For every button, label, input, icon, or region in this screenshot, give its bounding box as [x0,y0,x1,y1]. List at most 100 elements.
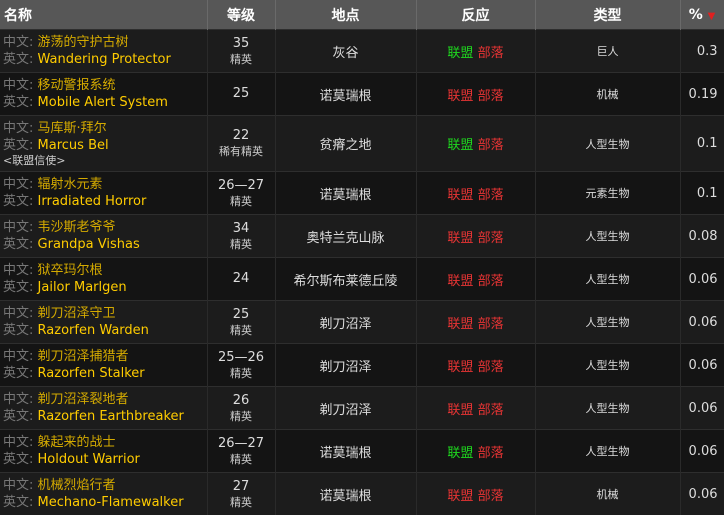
npc-name-cn[interactable]: 辐射水元素 [38,177,103,192]
location-cell[interactable]: 诺莫瑞根 [275,430,416,473]
en-label: 英文: [3,194,33,209]
reaction-cell: 联盟 部落 [416,344,535,387]
reaction-alliance: 联盟 [447,231,473,246]
header-pct[interactable]: % ▼ [680,0,724,30]
npc-name-cn[interactable]: 狱卒玛尔根 [38,263,103,278]
level: 25 [208,307,275,323]
name-cell: 中文: 躲起来的战士 英文: Holdout Warrior [0,430,207,473]
location-cell[interactable]: 希尔斯布莱德丘陵 [275,258,416,301]
name-cell: 中文: 游荡的守护古树 英文: Wandering Protector [0,30,207,73]
npc-name-en[interactable]: Mobile Alert System [38,95,168,110]
en-label: 英文: [3,366,33,381]
location-cell[interactable]: 剃刀沼泽 [275,387,416,430]
reaction-alliance: 联盟 [447,138,473,153]
rank: 精英 [208,409,275,424]
npc-name-en[interactable]: Jailor Marlgen [38,280,127,295]
cn-label: 中文: [3,392,33,407]
cn-label: 中文: [3,177,33,192]
location-cell[interactable]: 诺莫瑞根 [275,73,416,116]
location-cell[interactable]: 灰谷 [275,30,416,73]
npc-name-cn[interactable]: 机械烈焰行者 [38,478,116,493]
reaction-alliance: 联盟 [447,188,473,203]
name-cell: 中文: 剃刀沼泽捕猎者 英文: Razorfen Stalker [0,344,207,387]
name-cell: 中文: 移动警报系统 英文: Mobile Alert System [0,73,207,116]
name-cell: 中文: 机械烈焰行者 英文: Mechano-Flamewalker [0,473,207,515]
rank: 精英 [208,323,275,338]
npc-name-en[interactable]: Razorfen Stalker [38,366,145,381]
location-cell[interactable]: 剃刀沼泽 [275,301,416,344]
npc-title: <联盟信使> [3,154,207,168]
cn-label: 中文: [3,263,33,278]
npc-name-cn[interactable]: 移动警报系统 [38,78,116,93]
level: 26 [208,393,275,409]
level: 24 [208,271,275,287]
npc-name-en[interactable]: Holdout Warrior [38,452,140,467]
npc-name-cn[interactable]: 游荡的守护古树 [38,35,129,50]
en-label: 英文: [3,95,33,110]
npc-name-cn[interactable]: 韦沙斯老爷爷 [38,220,116,235]
pct-cell: 0.06 [680,387,724,430]
reaction-cell: 联盟 部落 [416,258,535,301]
en-label: 英文: [3,280,33,295]
npc-name-en[interactable]: Razorfen Earthbreaker [38,409,184,424]
pct-cell: 0.06 [680,301,724,344]
reaction-horde: 部落 [478,403,504,418]
level: 26—27 [208,436,275,452]
cn-label: 中文: [3,349,33,364]
reaction-alliance: 联盟 [447,360,473,375]
npc-name-en[interactable]: Marcus Bel [38,138,109,153]
type-cell: 人型生物 [535,258,680,301]
level: 25 [208,86,275,102]
location-cell[interactable]: 诺莫瑞根 [275,172,416,215]
npc-name-cn[interactable]: 剃刀沼泽捕猎者 [38,349,129,364]
npc-name-en[interactable]: Grandpa Vishas [38,237,140,252]
rank: 精英 [208,495,275,510]
location-cell[interactable]: 贫瘠之地 [275,116,416,172]
reaction-alliance: 联盟 [447,489,473,504]
npc-name-en[interactable]: Razorfen Warden [38,323,149,338]
header-type[interactable]: 类型 [535,0,680,30]
location-cell[interactable]: 剃刀沼泽 [275,344,416,387]
header-level[interactable]: 等级 [207,0,275,30]
en-label: 英文: [3,237,33,252]
table-row[interactable]: 中文: 移动警报系统 英文: Mobile Alert System 25 诺莫… [0,73,724,116]
header-location[interactable]: 地点 [275,0,416,30]
rank: 稀有精英 [208,144,275,159]
level-cell: 24 [207,258,275,301]
rank: 精英 [208,52,275,67]
reaction-alliance: 联盟 [447,403,473,418]
npc-name-cn[interactable]: 躲起来的战士 [38,435,116,450]
type-cell: 人型生物 [535,215,680,258]
location-cell[interactable]: 诺莫瑞根 [275,473,416,515]
header-reaction[interactable]: 反应 [416,0,535,30]
npc-name-cn[interactable]: 剃刀沼泽守卫 [38,306,116,321]
npc-name-cn[interactable]: 剃刀沼泽裂地者 [38,392,129,407]
header-name[interactable]: 名称 [0,0,207,30]
location-cell[interactable]: 奥特兰克山脉 [275,215,416,258]
pct-cell: 0.06 [680,473,724,515]
level-cell: 25 [207,73,275,116]
table-row[interactable]: 中文: 剃刀沼泽裂地者 英文: Razorfen Earthbreaker 26… [0,387,724,430]
level: 25—26 [208,350,275,366]
npc-name-cn[interactable]: 马库斯·拜尔 [38,121,107,136]
name-cell: 中文: 狱卒玛尔根 英文: Jailor Marlgen [0,258,207,301]
rank: 精英 [208,237,275,252]
reaction-alliance: 联盟 [447,317,473,332]
header-row: 名称 等级 地点 反应 类型 % ▼ [0,0,724,30]
npc-name-en[interactable]: Irradiated Horror [38,194,147,209]
reaction-cell: 联盟 部落 [416,301,535,344]
npc-name-en[interactable]: Mechano-Flamewalker [38,495,184,510]
npc-name-en[interactable]: Wandering Protector [38,52,171,67]
rank: 精英 [208,366,275,381]
table-row[interactable]: 中文: 狱卒玛尔根 英文: Jailor Marlgen 24 希尔斯布莱德丘陵… [0,258,724,301]
